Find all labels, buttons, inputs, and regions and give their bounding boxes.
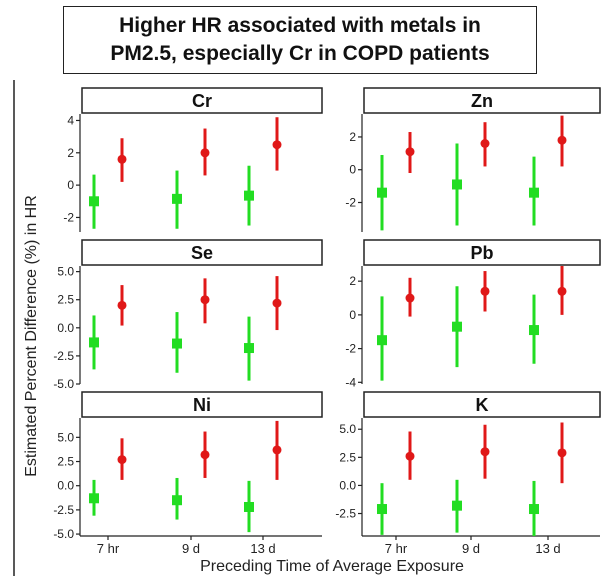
y-tick-label: 2.5 <box>57 455 74 469</box>
facet-strip <box>81 87 323 114</box>
y-tick-label: 2 <box>349 130 356 144</box>
x-tick-label: 13 d <box>250 541 275 556</box>
red-estimate-point <box>480 286 490 296</box>
facet-strip-label: K <box>476 395 489 415</box>
green-estimate-point <box>89 337 99 348</box>
red-estimate-point <box>200 148 210 158</box>
facet-strip <box>363 87 601 114</box>
y-tick-label: -2 <box>345 342 356 356</box>
green-estimate-point <box>452 500 462 511</box>
y-tick-label: 0.0 <box>57 479 74 493</box>
facet-strip <box>81 239 323 266</box>
facet-strip <box>363 239 601 266</box>
facet-strip-label: Se <box>191 243 213 263</box>
red-estimate-point <box>117 154 127 164</box>
green-estimate-point <box>452 179 462 190</box>
green-estimate-point <box>529 325 539 336</box>
y-tick-label: 2.5 <box>57 293 74 307</box>
red-estimate-point <box>480 139 490 148</box>
red-estimate-point <box>405 147 415 157</box>
red-estimate-point <box>272 445 282 455</box>
green-estimate-point <box>377 187 387 198</box>
red-estimate-point <box>272 298 282 308</box>
y-tick-label: -5.0 <box>53 527 74 541</box>
green-estimate-point <box>172 338 182 349</box>
y-tick-label: -2 <box>63 210 74 224</box>
facet-k: K -2.5 0.0 2.5 5.0 7 hr 9 d 13 d <box>335 391 601 556</box>
y-tick-label: 0 <box>349 308 356 322</box>
facet-strip <box>81 391 323 418</box>
red-estimate-point <box>480 447 490 457</box>
facet-strip-label: Zn <box>471 91 493 111</box>
green-estimate-point <box>377 335 387 346</box>
x-tick-label: 7 hr <box>97 541 120 556</box>
x-tick-label: 9 d <box>182 541 200 556</box>
red-estimate-point <box>405 293 415 303</box>
red-estimate-point <box>405 451 415 461</box>
facet-strip-label: Cr <box>192 91 212 111</box>
y-axis-label: Estimated Percent Difference (%) in HR <box>23 195 40 477</box>
red-estimate-point <box>272 140 282 150</box>
chart-title-line-2: PM2.5, especially Cr in COPD patients <box>110 42 490 65</box>
y-tick-label: 0.0 <box>57 321 74 335</box>
y-tick-label: -5.0 <box>53 377 74 391</box>
y-tick-label: 0 <box>349 163 356 177</box>
facet-ni: Ni -5.0 -2.5 0.0 2.5 5.0 7 hr 9 d 13 d <box>53 391 323 556</box>
chart-title-line-1: Higher HR associated with metals in <box>119 14 481 37</box>
y-tick-label: -2.5 <box>53 503 74 517</box>
red-estimate-point <box>117 455 127 465</box>
green-estimate-point <box>529 504 539 515</box>
facet-strip <box>363 391 601 418</box>
y-tick-label: 5.0 <box>57 265 74 279</box>
red-estimate-point <box>557 135 567 145</box>
y-tick-label: 0 <box>67 178 74 192</box>
green-estimate-point <box>244 190 254 201</box>
red-estimate-point <box>557 448 567 458</box>
y-tick-label: 2 <box>349 274 356 288</box>
red-estimate-point <box>557 286 567 296</box>
y-tick-label: 5.0 <box>339 422 356 436</box>
y-tick-label: 2.5 <box>339 450 356 464</box>
chart-title: Higher HR associated with metals in PM2.… <box>63 6 537 74</box>
x-tick-label: 13 d <box>535 541 560 556</box>
facet-pb: Pb -4 -2 0 2 <box>345 239 601 389</box>
green-estimate-point <box>377 504 387 515</box>
y-tick-label: -2.5 <box>335 507 356 521</box>
red-estimate-point <box>117 300 127 310</box>
green-estimate-point <box>172 193 182 204</box>
y-tick-label: 0.0 <box>339 478 356 492</box>
y-tick-label: -4 <box>345 375 356 389</box>
green-estimate-point <box>89 493 99 504</box>
y-tick-label: -2.5 <box>53 349 74 363</box>
facet-strip-label: Pb <box>470 243 493 263</box>
green-estimate-point <box>172 495 182 506</box>
facet-strip-label: Ni <box>193 395 211 415</box>
facet-se: Se -5.0 -2.5 0.0 2.5 5.0 <box>53 239 323 391</box>
x-tick-label: 7 hr <box>385 541 408 556</box>
x-axis-label: Preceding Time of Average Exposure <box>200 558 464 575</box>
green-estimate-point <box>529 187 539 198</box>
green-estimate-point <box>452 321 462 332</box>
red-estimate-point <box>200 450 210 460</box>
green-estimate-point <box>89 196 99 207</box>
red-estimate-point <box>200 295 210 305</box>
y-tick-label: 5.0 <box>57 430 74 444</box>
y-tick-label: 2 <box>67 146 74 160</box>
facet-zn: Zn -2 0 2 <box>345 87 601 232</box>
y-tick-label: -2 <box>345 196 356 210</box>
y-tick-label: 4 <box>67 113 74 127</box>
green-estimate-point <box>244 343 254 354</box>
green-estimate-point <box>244 501 254 512</box>
facet-cr: Cr -2 0 2 4 <box>63 87 323 232</box>
x-tick-label: 9 d <box>462 541 480 556</box>
